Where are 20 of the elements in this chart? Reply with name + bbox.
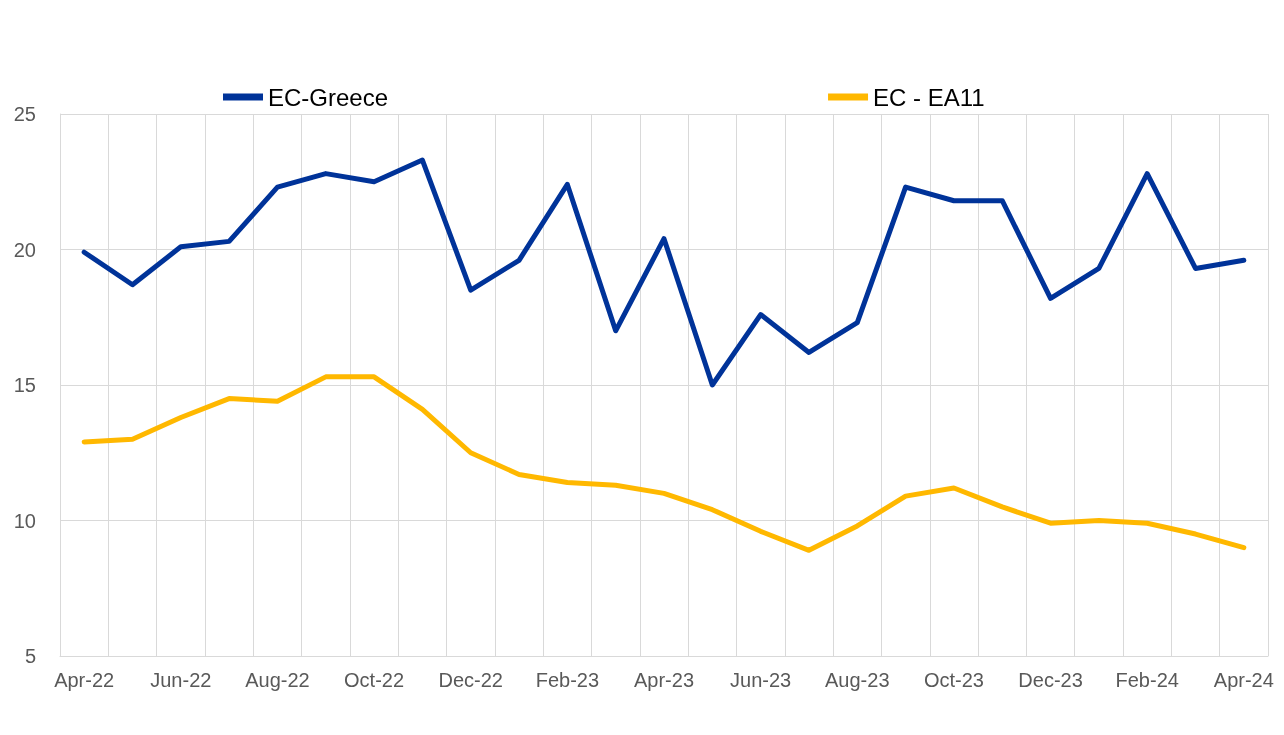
y-tick-label: 10 — [13, 509, 36, 532]
y-tick-label: 20 — [13, 238, 36, 261]
legend-label: EC - EA11 — [873, 83, 985, 111]
x-tick-label: Apr-23 — [633, 669, 695, 691]
x-tick-label: Aug-23 — [825, 669, 890, 691]
x-tick-label: Feb-24 — [1115, 669, 1179, 691]
y-tick-label: 15 — [13, 374, 36, 396]
x-tick-label: Apr-24 — [1213, 669, 1274, 691]
x-tick-label: Oct-23 — [923, 669, 984, 691]
x-tick-label: Dec-22 — [438, 669, 503, 691]
y-tick-label: 25 — [13, 103, 36, 125]
y-tick-label: 5 — [24, 645, 36, 667]
x-tick-label: Apr-22 — [54, 669, 115, 691]
x-tick-label: Dec-23 — [1018, 669, 1083, 691]
x-tick-label: Aug-22 — [245, 669, 310, 691]
x-tick-label: Oct-22 — [344, 669, 405, 691]
legend-label: EC-Greece — [268, 83, 389, 111]
x-tick-label: Feb-23 — [535, 669, 600, 691]
x-tick-label: Jun-23 — [730, 669, 792, 691]
x-tick-label: Jun-22 — [150, 669, 212, 691]
